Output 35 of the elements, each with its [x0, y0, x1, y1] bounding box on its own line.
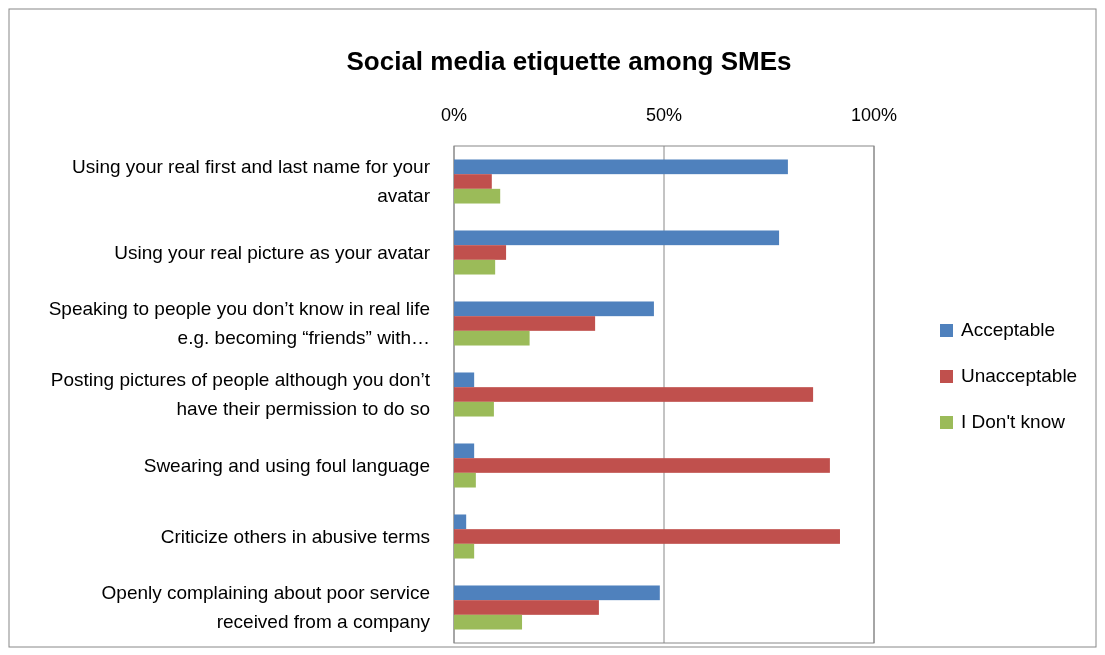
- y-tick-label: Using your real first and last name for your avatar: [72, 156, 431, 206]
- bar: [454, 543, 475, 559]
- bar: [454, 401, 494, 417]
- x-tick-label: 100%: [850, 105, 898, 125]
- bar: [454, 245, 507, 260]
- y-tick-label: Swearing and using foul language: [143, 454, 430, 476]
- y-tick-label: Openly complaining about poor service received from a company: [101, 582, 431, 632]
- bar: [454, 174, 492, 189]
- bar: [454, 472, 476, 488]
- bar: [454, 614, 523, 630]
- bar: [454, 330, 530, 346]
- bar: [454, 458, 830, 473]
- chart-title: Social media etiquette among SMEs: [346, 46, 792, 76]
- bar: [454, 259, 496, 275]
- bar: [454, 301, 654, 317]
- bar: [454, 188, 501, 204]
- bar: [454, 230, 780, 246]
- x-tick-label: 50%: [645, 105, 683, 125]
- legend-label: I Don't know: [961, 411, 1066, 432]
- y-tick-label: Speaking to people you don’t know in real life e.g. becoming “friends” with…: [48, 298, 430, 348]
- bar: [454, 514, 467, 530]
- x-tick-label: 0%: [440, 105, 468, 125]
- bar: [454, 600, 599, 615]
- bar: [454, 387, 814, 402]
- y-tick-label: Posting pictures of people although you don’t have their permission to do so: [50, 369, 431, 419]
- bar: [454, 529, 840, 544]
- bar: [454, 159, 788, 175]
- legend-label: Acceptable: [961, 319, 1056, 340]
- legend-label: Unacceptable: [961, 365, 1078, 386]
- bar: [454, 443, 475, 459]
- y-tick-label: Criticize others in abusive terms: [160, 525, 430, 547]
- y-tick-label: Using your real picture as your avatar: [114, 241, 431, 263]
- bar: [454, 372, 475, 388]
- bar: [454, 316, 596, 331]
- bar: [454, 585, 660, 601]
